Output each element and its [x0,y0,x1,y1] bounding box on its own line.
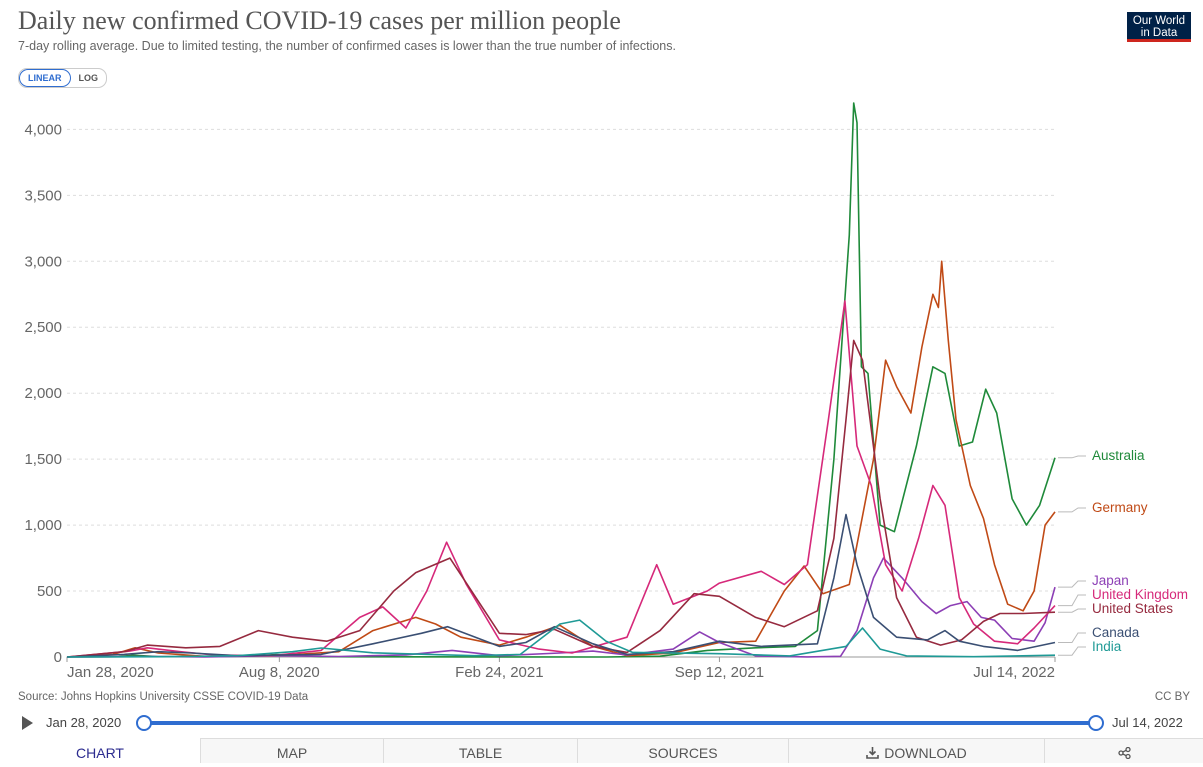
legend-label: Japan [1092,573,1129,588]
x-axis-ticks: Jan 28, 2020 Aug 8, 2020 Feb 24, 2021 Sep 1… [67,657,1055,681]
series-line [67,558,1055,657]
tab-chart-label: CHART [76,745,124,761]
legend-leader-line [1058,647,1086,655]
series-line [67,515,1055,658]
timeline-start-label: Jan 28, 2020 [46,715,121,730]
legend-label: Canada [1092,625,1140,640]
download-icon [866,747,879,759]
legend-leader-line [1058,595,1086,606]
tab-bar: CHART MAP TABLE SOURCES DOWNLOAD [0,738,1203,763]
tab-share[interactable] [1044,738,1203,763]
tab-map-label: MAP [277,745,307,761]
x-tick-label: Jul 14, 2022 [973,664,1055,681]
license-label[interactable]: CC BY [1155,691,1190,703]
legend-leader-line [1058,609,1086,612]
timeline-end-handle[interactable] [1088,715,1104,731]
line-chart: 05001,0001,5002,0002,5003,0003,5004,000 … [0,0,1203,690]
x-tick-label: Sep 12, 2021 [675,664,764,681]
y-axis-ticks: 0 500 1,000 1,500 2,000 2,500 3,000 3,500 4,000 [24,121,62,666]
y-tick-label: 2,000 [24,385,62,402]
legend-leader-line [1058,456,1086,458]
tab-sources[interactable]: SOURCES [577,738,788,763]
legend-label: India [1092,639,1122,654]
y-tick-label: 3,500 [24,187,62,204]
x-tick-label: Jan 28, 2020 [67,664,154,681]
y-tick-label: 4,000 [24,121,62,138]
tab-download-label: DOWNLOAD [884,745,966,761]
x-tick-label: Feb 24, 2021 [455,664,543,681]
timeline: Jan 28, 2020 Jul 14, 2022 [0,710,1203,736]
play-icon[interactable] [22,716,33,730]
y-tick-label: 0 [54,649,62,666]
y-tick-label: 2,500 [24,319,62,336]
legend-label: United States [1092,601,1173,616]
tab-table-label: TABLE [459,745,502,761]
timeline-end-label: Jul 14, 2022 [1112,715,1183,730]
x-tick-label: Aug 8, 2020 [239,664,320,681]
chart-lines [67,103,1055,657]
source-note[interactable]: Source: Johns Hopkins University CSSE CO… [18,691,308,703]
y-tick-label: 3,000 [24,253,62,270]
tab-sources-label: SOURCES [648,745,717,761]
legend-label: Australia [1092,448,1145,463]
tab-chart[interactable]: CHART [0,738,200,763]
legend-label: United Kingdom [1092,587,1188,602]
legend-leader-line [1058,633,1086,643]
series-line [67,340,1055,657]
tab-map[interactable]: MAP [200,738,383,763]
timeline-track[interactable] [142,721,1095,725]
tab-table[interactable]: TABLE [383,738,577,763]
series-line [67,301,1055,657]
share-icon [1118,747,1131,759]
legend-label: Germany [1092,500,1148,515]
y-tick-label: 1,500 [24,451,62,468]
y-tick-label: 500 [37,583,62,600]
legend-leader-line [1058,508,1086,512]
timeline-start-handle[interactable] [136,715,152,731]
tab-download[interactable]: DOWNLOAD [788,738,1044,763]
y-tick-label: 1,000 [24,517,62,534]
legend-leader-line [1058,581,1086,587]
